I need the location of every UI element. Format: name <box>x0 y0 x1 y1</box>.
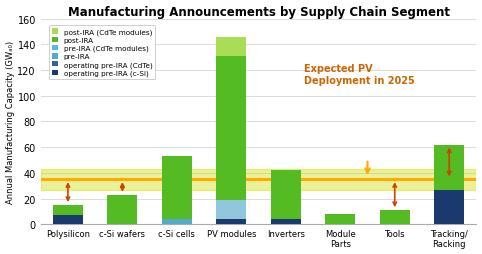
Bar <box>162 219 192 224</box>
Bar <box>434 190 464 224</box>
Bar <box>271 219 301 224</box>
Bar <box>325 214 355 224</box>
Bar <box>162 156 192 219</box>
Y-axis label: Annual Manufacturing Capacity (GWₐ₀): Annual Manufacturing Capacity (GWₐ₀) <box>6 41 14 203</box>
Bar <box>380 210 410 224</box>
Bar <box>40 169 476 190</box>
Bar <box>53 205 83 215</box>
Bar <box>216 38 246 57</box>
Bar <box>53 215 83 224</box>
Bar <box>216 219 246 224</box>
Bar <box>107 195 137 224</box>
Legend: post-IRA (CdTe modules), post-IRA, pre-IRA (CdTe modules), pre-IRA, operating pr: post-IRA (CdTe modules), post-IRA, pre-I… <box>49 26 156 80</box>
Bar <box>216 200 246 219</box>
Bar <box>216 200 246 219</box>
Bar <box>216 57 246 200</box>
Bar <box>271 171 301 219</box>
Bar <box>434 145 464 190</box>
Title: Manufacturing Announcements by Supply Chain Segment: Manufacturing Announcements by Supply Ch… <box>67 6 450 19</box>
Text: Expected PV
Deployment in 2025: Expected PV Deployment in 2025 <box>304 64 415 86</box>
